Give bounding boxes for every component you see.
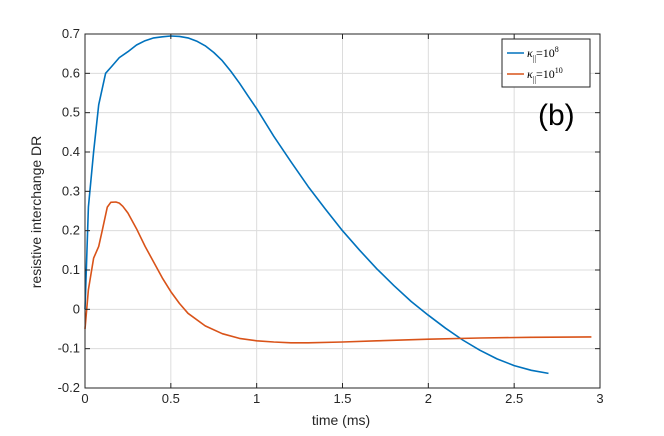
y-tick-label: 0.2 [62, 223, 80, 238]
panel-label: (b) [538, 99, 575, 132]
y-tick-label: 0.5 [62, 105, 80, 120]
legend-entry-2: κ||=1010 [527, 66, 563, 84]
legend-entry-1: κ||=108 [527, 45, 559, 63]
data-series [84, 35, 592, 375]
y-tick-label: -0.1 [58, 341, 80, 356]
y-tick-label: 0.1 [62, 262, 80, 277]
x-tick-label: 1.5 [333, 391, 351, 406]
y-axis-label: resistive interchange DR [28, 136, 44, 289]
series-line-1 [84, 35, 549, 375]
x-tick-label: 0 [81, 391, 88, 406]
y-tick-label: 0 [73, 301, 80, 316]
y-tick-label: 0.4 [62, 144, 80, 159]
legend-box [501, 38, 591, 88]
series-line-2 [84, 201, 592, 344]
x-axis-label: time (ms) [312, 412, 370, 428]
y-axis-ticks: -0.2 -0.1 0 0.1 0.2 0.3 0.4 0.5 0.6 0.7 [58, 26, 600, 395]
x-tick-label: 2.5 [505, 391, 523, 406]
x-tick-label: 3 [596, 391, 603, 406]
x-tick-label: 1 [253, 391, 260, 406]
legend: κ||=108 κ||=1010 [501, 38, 591, 88]
y-tick-label: 0.6 [62, 65, 80, 80]
y-tick-label: 0.7 [62, 26, 80, 41]
x-axis-ticks: 0 0.5 1 1.5 2 2.5 3 [81, 34, 604, 406]
y-tick-label: 0.3 [62, 183, 80, 198]
x-tick-label: 2 [425, 391, 432, 406]
x-tick-label: 0.5 [162, 391, 180, 406]
y-tick-label: -0.2 [58, 380, 80, 395]
